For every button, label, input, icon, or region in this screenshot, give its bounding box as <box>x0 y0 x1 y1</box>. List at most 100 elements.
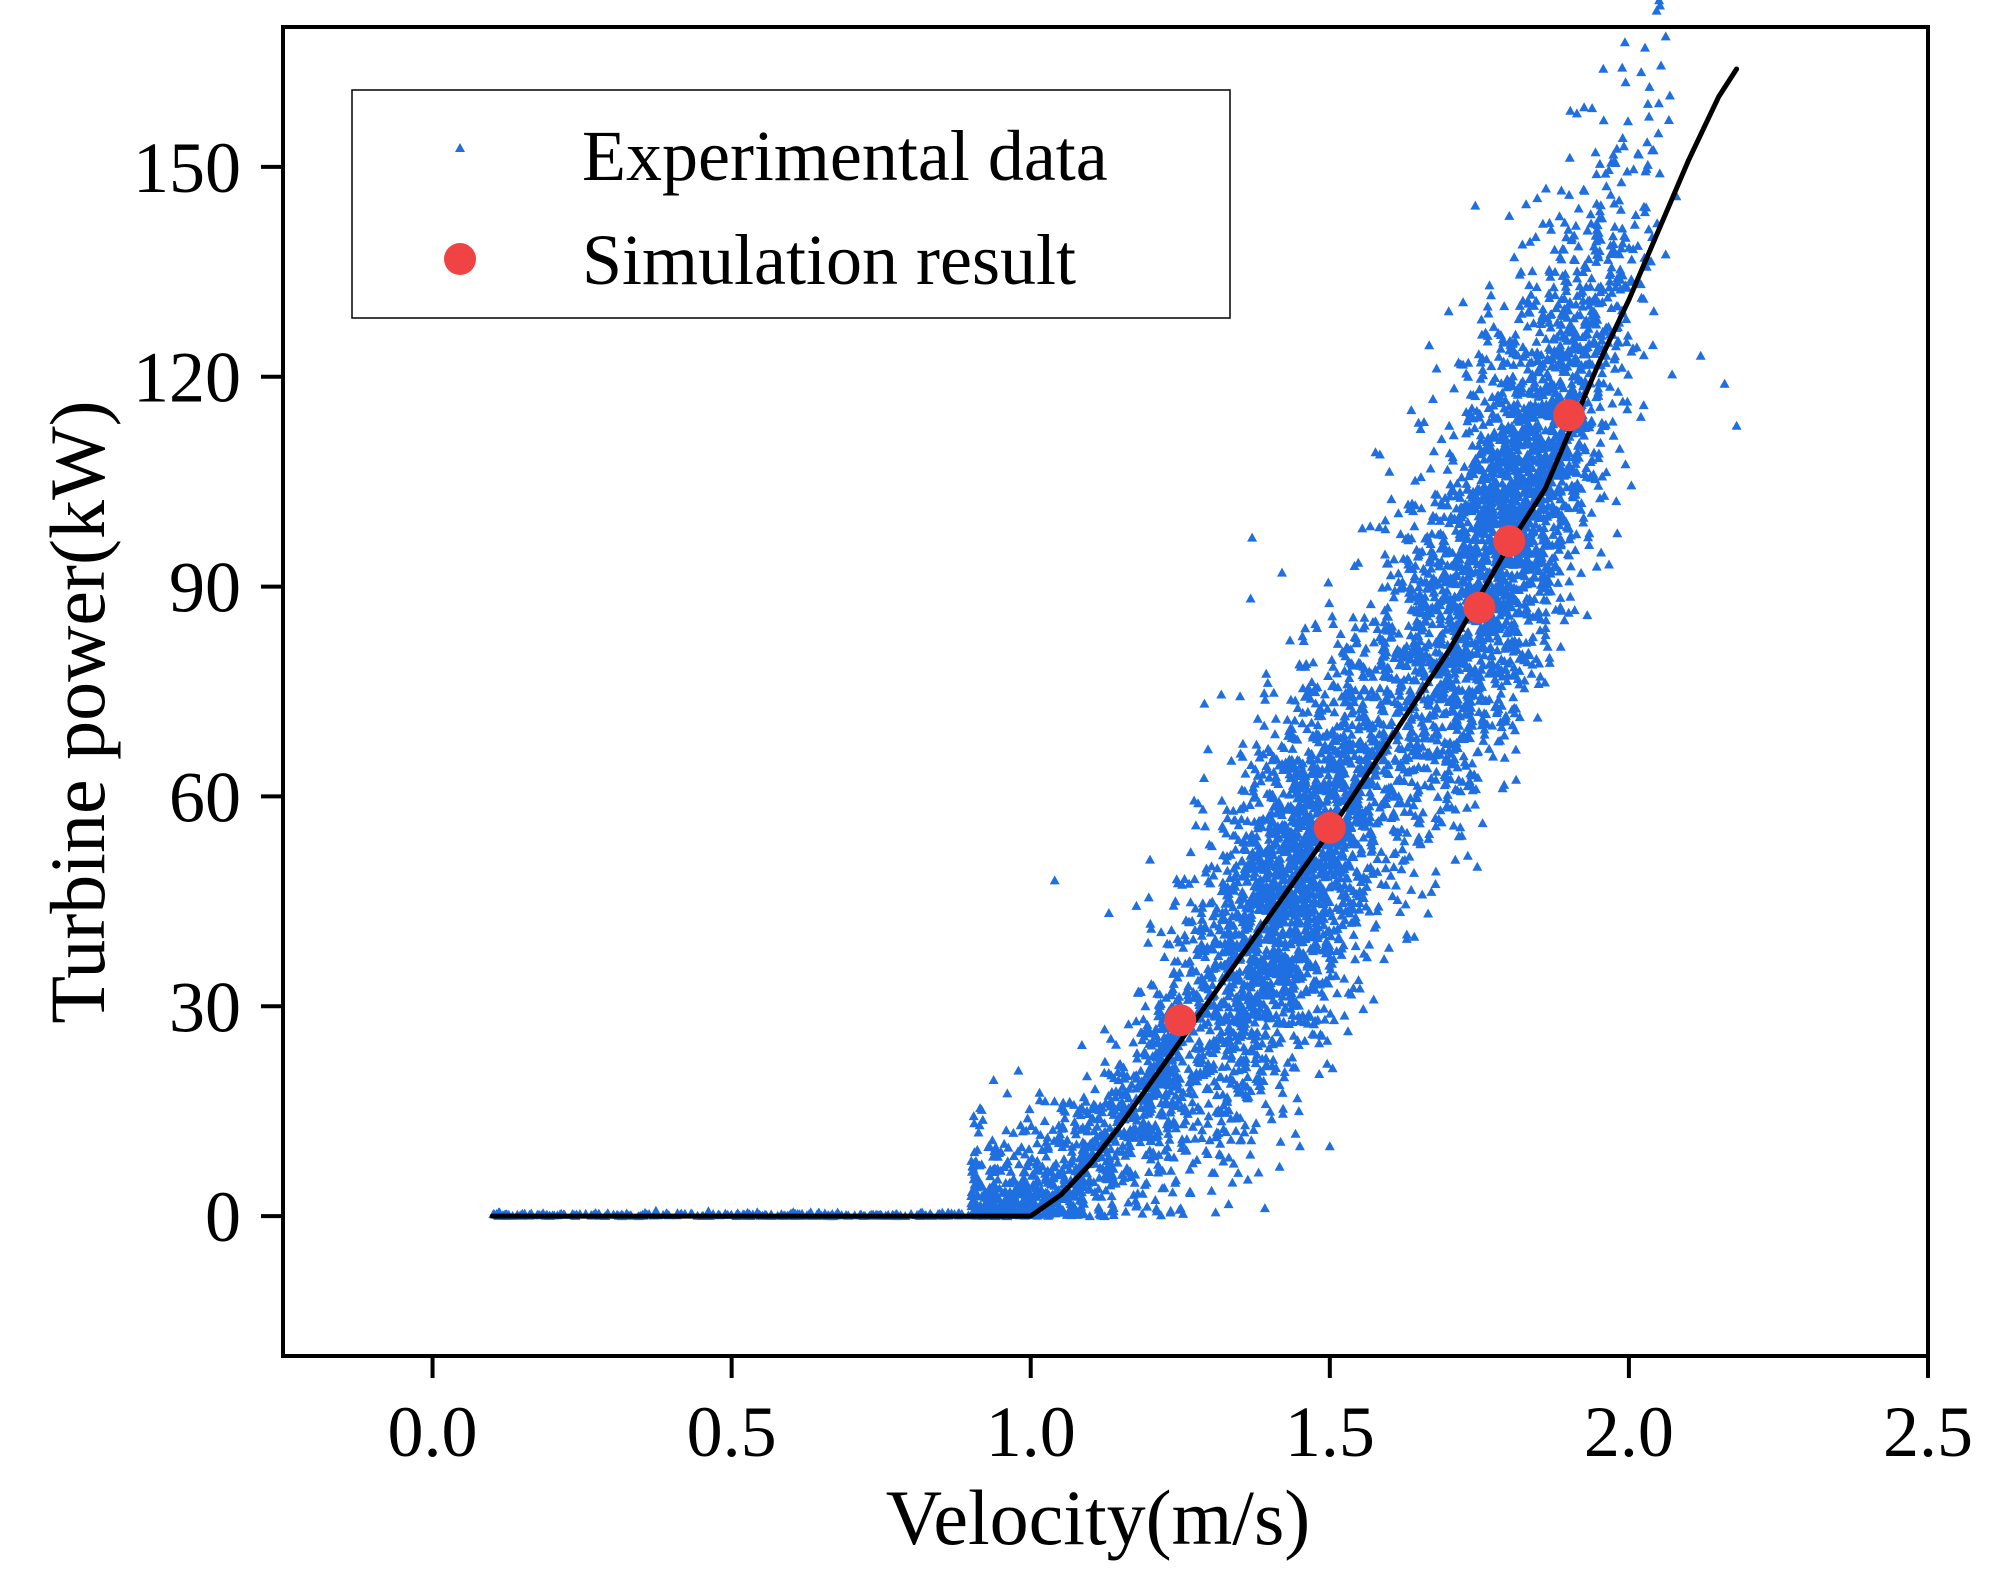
experimental-point <box>1184 1049 1195 1059</box>
experimental-point <box>1150 1195 1161 1204</box>
experimental-point <box>1163 1128 1174 1138</box>
experimental-point <box>1457 776 1468 786</box>
experimental-point <box>1366 776 1377 785</box>
experimental-point <box>1195 1058 1206 1068</box>
experimental-point <box>1449 383 1460 393</box>
experimental-point <box>1277 875 1288 885</box>
experimental-point <box>1313 737 1324 747</box>
experimental-point <box>1339 973 1350 983</box>
experimental-point <box>1074 1104 1085 1113</box>
experimental-point <box>1435 515 1446 525</box>
experimental-point <box>1297 769 1308 778</box>
experimental-point <box>1327 725 1338 735</box>
experimental-point <box>1207 972 1217 982</box>
experimental-point <box>1560 268 1571 278</box>
experimental-point <box>1167 1187 1178 1197</box>
experimental-point <box>1160 1090 1171 1100</box>
experimental-point <box>1664 90 1675 100</box>
experimental-point <box>1654 0 1665 5</box>
experimental-point <box>1259 1010 1270 1020</box>
experimental-point <box>1422 763 1433 773</box>
experimental-point <box>1274 800 1285 810</box>
experimental-point <box>1042 1165 1053 1175</box>
experimental-point <box>1279 1072 1290 1082</box>
experimental-point <box>1247 1002 1258 1012</box>
experimental-point <box>1199 773 1209 782</box>
experimental-point <box>1306 677 1317 686</box>
experimental-point <box>1328 619 1339 628</box>
experimental-point <box>1318 920 1329 930</box>
experimental-point <box>1383 671 1394 681</box>
experimental-point <box>1329 1015 1340 1025</box>
experimental-point <box>1452 478 1463 488</box>
experimental-point <box>1405 806 1416 816</box>
experimental-point <box>1271 988 1282 998</box>
experimental-point <box>1515 357 1526 367</box>
experimental-point <box>1079 1155 1090 1165</box>
experimental-point <box>1448 484 1459 494</box>
experimental-point <box>1273 796 1284 806</box>
experimental-point <box>1312 754 1323 764</box>
experimental-point <box>1267 755 1278 765</box>
experimental-point <box>1329 776 1340 786</box>
experimental-point <box>1222 1045 1233 1055</box>
experimental-point <box>1102 1174 1113 1184</box>
experimental-point <box>1598 115 1609 125</box>
experimental-point <box>1660 249 1671 259</box>
experimental-point <box>1403 672 1414 682</box>
experimental-point <box>1137 1035 1148 1045</box>
experimental-point <box>1249 871 1259 881</box>
experimental-point <box>1321 948 1332 958</box>
experimental-point <box>1358 1004 1369 1014</box>
experimental-point <box>1234 966 1245 976</box>
experimental-point <box>1251 739 1262 749</box>
experimental-point <box>1155 1007 1166 1017</box>
experimental-point <box>1479 454 1490 464</box>
experimental-point <box>1307 1029 1318 1038</box>
experimental-point <box>1260 1028 1271 1038</box>
experimental-point <box>1203 1098 1214 1108</box>
experimental-point <box>1582 295 1593 305</box>
experimental-point <box>1663 115 1674 124</box>
experimental-point <box>1354 898 1365 907</box>
experimental-point <box>1239 1127 1250 1137</box>
experimental-point <box>1048 1161 1059 1171</box>
experimental-point <box>1417 807 1428 817</box>
experimental-point <box>1002 1156 1013 1166</box>
experimental-point <box>1093 1183 1104 1193</box>
experimental-point <box>1176 1137 1187 1147</box>
experimental-point <box>1106 1168 1117 1178</box>
experimental-point <box>1154 1052 1165 1062</box>
experimental-point <box>1292 842 1303 852</box>
experimental-point <box>1200 952 1211 961</box>
experimental-point <box>1384 466 1395 476</box>
experimental-point <box>1042 1187 1053 1197</box>
experimental-point <box>1135 986 1146 996</box>
experimental-point <box>1298 948 1309 957</box>
experimental-point <box>1074 1195 1085 1205</box>
experimental-point <box>1564 152 1575 162</box>
experimental-point <box>1264 834 1274 844</box>
experimental-point <box>1591 296 1601 306</box>
experimental-point <box>1324 940 1335 950</box>
experimental-point <box>1246 1026 1257 1036</box>
experimental-point <box>1350 954 1361 964</box>
experimental-point <box>1197 1125 1208 1135</box>
experimental-point <box>1423 908 1434 918</box>
experimental-point <box>1055 1129 1066 1139</box>
experimental-point <box>1312 1014 1323 1024</box>
experimental-point <box>1415 472 1426 482</box>
experimental-point <box>1406 732 1417 742</box>
experimental-point <box>1149 1151 1160 1161</box>
experimental-point <box>1510 744 1521 754</box>
experimental-point <box>1365 751 1376 760</box>
experimental-point <box>1353 814 1364 824</box>
experimental-point <box>1108 1163 1119 1173</box>
experimental-point <box>1059 1174 1070 1184</box>
experimental-point <box>1313 805 1324 815</box>
experimental-point <box>1151 1121 1162 1131</box>
experimental-point <box>1259 990 1270 1000</box>
experimental-point <box>1402 742 1413 752</box>
experimental-point <box>1333 934 1344 944</box>
experimental-point <box>1291 951 1301 961</box>
